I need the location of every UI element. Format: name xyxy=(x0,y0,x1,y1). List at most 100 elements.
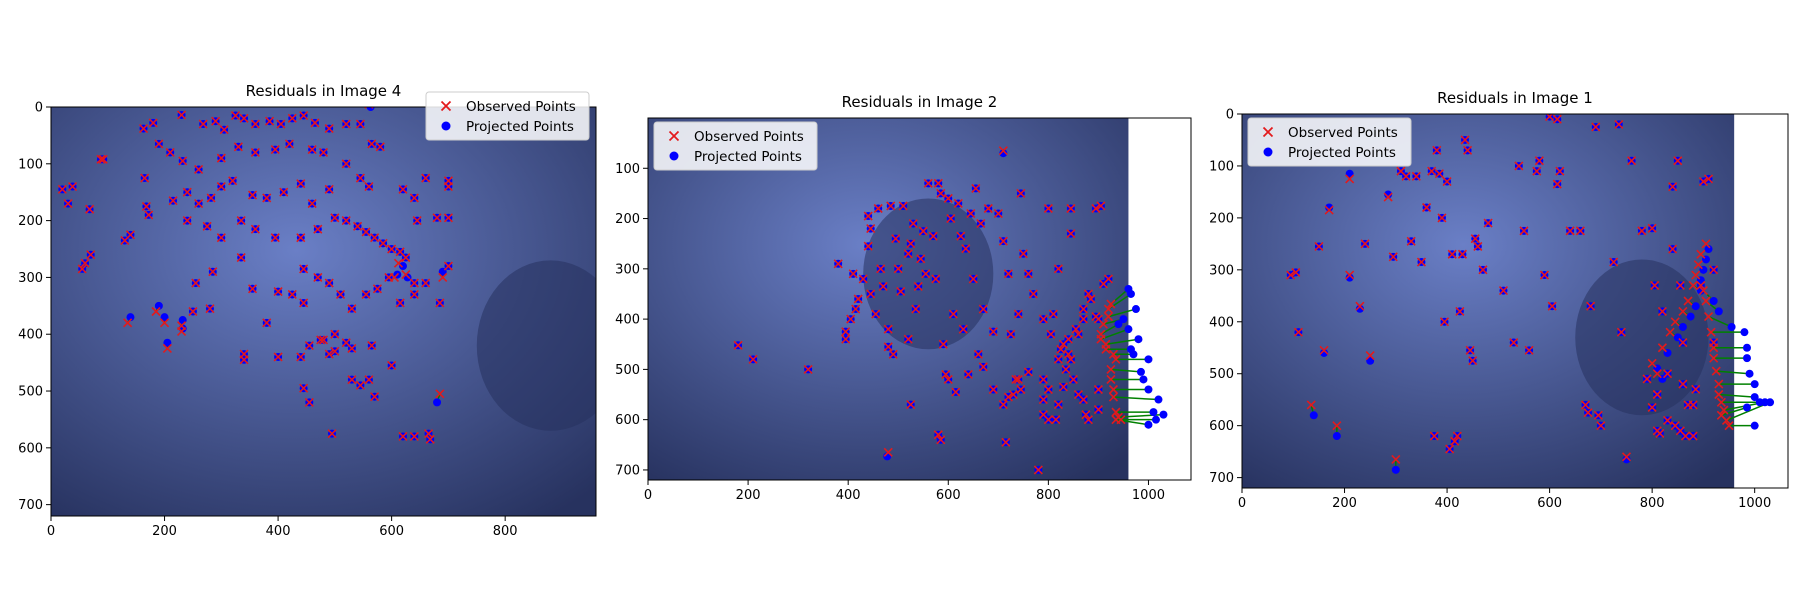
observed-point xyxy=(968,274,978,284)
observed-point xyxy=(370,392,380,402)
observed-point xyxy=(886,201,896,211)
observed-point xyxy=(1345,270,1355,280)
observed-point xyxy=(863,211,873,221)
projected-point xyxy=(1124,325,1133,334)
observed-point xyxy=(1016,188,1026,198)
projected-point xyxy=(1134,335,1143,344)
observed-point xyxy=(421,278,431,288)
observed-point xyxy=(1678,306,1688,316)
observed-point xyxy=(1098,319,1108,329)
legend-projected-marker xyxy=(441,121,451,131)
observed-point xyxy=(1383,192,1393,202)
observed-point xyxy=(63,199,73,209)
observed-point xyxy=(1416,257,1427,267)
observed-point xyxy=(1432,145,1442,155)
observed-point xyxy=(841,334,851,344)
observed-point xyxy=(1716,397,1726,407)
observed-point xyxy=(1388,252,1398,262)
projected-point xyxy=(1750,380,1759,389)
observed-point xyxy=(936,188,946,198)
panel-2: 0 200 400 600 800 1000 100 200 300 400 500 600 700 Re… xyxy=(615,93,1192,503)
observed-point xyxy=(296,233,306,243)
observed-point xyxy=(1688,400,1698,410)
observed-point xyxy=(943,193,953,204)
observed-point xyxy=(1053,264,1063,274)
y-tick-label: 700 xyxy=(18,498,43,513)
observed-point xyxy=(1709,343,1719,353)
observed-point xyxy=(141,201,151,211)
observed-point xyxy=(159,318,170,328)
observed-point xyxy=(1539,270,1550,280)
observed-point xyxy=(1028,289,1038,299)
projected-point xyxy=(1345,169,1354,178)
x-tick-label: 200 xyxy=(152,524,177,539)
observed-point xyxy=(1011,374,1021,385)
observed-point xyxy=(893,264,903,274)
chart-title: Residuals in Image 2 xyxy=(842,93,998,111)
observed-point xyxy=(188,306,198,317)
observed-point xyxy=(1668,244,1678,254)
observed-point xyxy=(1003,269,1013,279)
x-tick-label: 0 xyxy=(644,488,652,503)
observed-point xyxy=(1345,174,1355,184)
observed-point xyxy=(194,164,204,175)
observed-point xyxy=(1053,400,1063,410)
observed-point xyxy=(162,343,172,353)
observed-point xyxy=(931,274,941,284)
observed-point xyxy=(1365,350,1375,361)
observed-point xyxy=(387,244,397,254)
observed-point xyxy=(1291,267,1301,277)
observed-point xyxy=(370,233,380,243)
residual-line xyxy=(1718,393,1755,398)
observed-point xyxy=(443,261,453,271)
observed-point xyxy=(1675,280,1685,290)
observed-point xyxy=(412,216,422,226)
projected-point xyxy=(1366,356,1375,365)
observed-point xyxy=(913,281,923,291)
observed-point xyxy=(1637,226,1647,236)
observed-point xyxy=(364,181,374,192)
observed-point xyxy=(1483,218,1493,228)
observed-point xyxy=(1429,431,1439,441)
observed-point xyxy=(1627,156,1637,166)
observed-point xyxy=(1455,306,1465,316)
observed-point xyxy=(262,193,272,203)
observed-point xyxy=(208,267,218,277)
observed-point xyxy=(1714,379,1724,389)
projected-point xyxy=(1129,350,1138,359)
observed-point xyxy=(341,119,351,129)
observed-point xyxy=(803,364,813,374)
observed-point xyxy=(1081,410,1091,420)
observed-point xyxy=(956,231,966,241)
projected-point xyxy=(1727,322,1736,331)
observed-point xyxy=(378,238,388,248)
observed-point xyxy=(946,213,956,224)
observed-point xyxy=(1013,374,1023,385)
projected-point xyxy=(1144,355,1153,364)
observed-point xyxy=(1093,405,1103,415)
observed-point xyxy=(140,173,150,183)
observed-point xyxy=(1470,234,1480,244)
projected-point xyxy=(1309,411,1318,420)
observed-point xyxy=(933,430,943,440)
observed-point xyxy=(299,383,309,393)
observed-point xyxy=(1673,156,1683,166)
observed-point xyxy=(993,208,1003,219)
y-tick-label: 100 xyxy=(1209,159,1234,174)
observed-point xyxy=(236,252,246,263)
observed-point xyxy=(908,219,918,229)
observed-point xyxy=(165,147,175,158)
projected-point xyxy=(1355,304,1364,313)
projected-point xyxy=(1709,297,1718,305)
observed-point xyxy=(216,181,226,192)
observed-point xyxy=(1038,314,1048,324)
axes-frame xyxy=(1241,113,1789,489)
observed-point xyxy=(1439,317,1450,327)
observed-point xyxy=(1519,226,1529,236)
observed-point xyxy=(233,142,243,152)
observed-point xyxy=(1355,301,1365,311)
observed-point xyxy=(387,360,397,371)
observed-point xyxy=(973,349,983,359)
observed-point xyxy=(1106,299,1116,309)
observed-point xyxy=(307,145,317,155)
